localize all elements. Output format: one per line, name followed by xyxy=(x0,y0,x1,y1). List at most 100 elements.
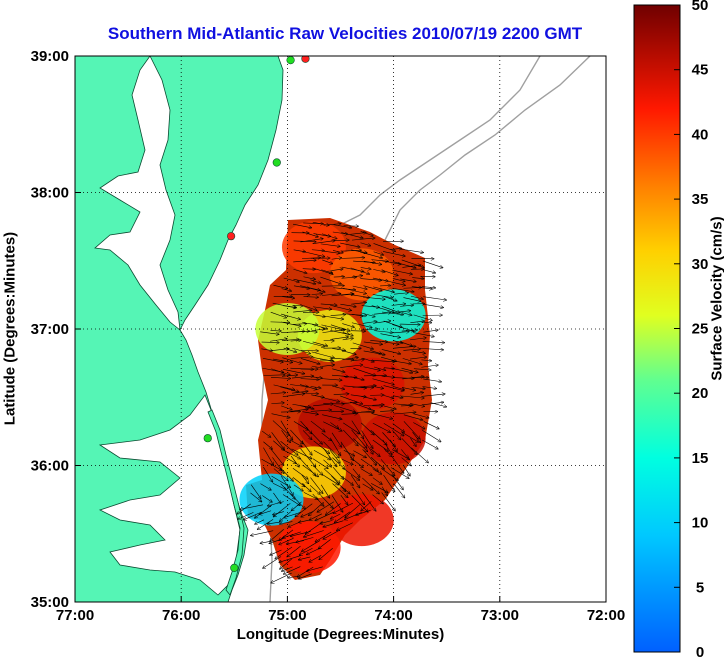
velocity-vector xyxy=(403,414,423,420)
velocity-vector xyxy=(303,340,324,347)
velocity-vector xyxy=(392,269,412,274)
velocity-vector xyxy=(309,554,322,562)
velocity-vector xyxy=(352,468,360,478)
x-tick-label: 72:00 xyxy=(587,607,625,624)
velocity-vector xyxy=(332,250,343,252)
velocity-vector xyxy=(271,377,290,378)
velocity-vector xyxy=(331,432,341,447)
velocity-vector xyxy=(330,411,344,412)
velocity-vector xyxy=(412,431,421,442)
velocity-vector xyxy=(322,259,332,264)
velocity-vector xyxy=(301,511,314,517)
velocity-vector xyxy=(351,429,367,448)
velocity-vector xyxy=(391,311,411,314)
velocity-vector xyxy=(270,529,284,541)
velocity-vector xyxy=(329,449,340,463)
velocity-vector xyxy=(400,248,423,253)
velocity-vector xyxy=(393,293,408,294)
velocity-vector xyxy=(362,296,385,299)
velocity-vector xyxy=(392,278,405,281)
velocity-vector xyxy=(303,276,315,280)
velocity-vector xyxy=(272,457,283,473)
velocity-vector xyxy=(350,457,363,467)
velocity-vector xyxy=(333,394,349,395)
velocity-vector xyxy=(280,441,298,455)
colorbar-tick-label: 45 xyxy=(692,62,709,79)
velocity-vector xyxy=(363,285,382,291)
velocity-vector xyxy=(363,260,382,264)
velocity-vector xyxy=(420,348,443,349)
velocity-vector xyxy=(351,313,363,316)
velocity-vector xyxy=(302,411,318,415)
velocity-vector xyxy=(272,482,286,490)
velocity-vector xyxy=(315,512,334,520)
velocity-vector xyxy=(307,547,321,555)
velocity-vector xyxy=(298,556,311,560)
y-tick-label: 36:00 xyxy=(31,458,69,475)
velocity-vector xyxy=(330,337,348,340)
velocity-vector xyxy=(372,321,391,324)
velocity-vector xyxy=(402,464,410,476)
velocity-region xyxy=(361,412,426,465)
velocity-vector xyxy=(341,277,356,278)
velocity-vector xyxy=(300,420,312,434)
velocity-vector xyxy=(268,501,284,506)
chart-title: Southern Mid-Atlantic Raw Velocities 201… xyxy=(107,24,583,43)
velocity-vector xyxy=(273,440,284,450)
velocity-vector xyxy=(272,420,289,436)
velocity-vector xyxy=(290,357,313,359)
velocity-vector xyxy=(320,484,329,498)
velocity-vector xyxy=(330,315,346,316)
velocity-vector xyxy=(332,457,345,470)
velocity-vector xyxy=(370,360,395,361)
velocity-vector xyxy=(412,278,424,279)
x-tick-label: 76:00 xyxy=(162,607,200,624)
velocity-vector xyxy=(351,302,366,304)
velocity-vector xyxy=(283,455,296,463)
velocity-vector xyxy=(341,294,354,295)
velocity-vector xyxy=(267,522,281,524)
velocity-vector xyxy=(261,349,272,351)
velocity-vector xyxy=(360,242,371,246)
velocity-vector xyxy=(335,511,351,523)
velocity-vector xyxy=(279,538,294,544)
velocity-vector xyxy=(360,422,374,435)
velocity-vector xyxy=(409,338,426,341)
velocity-vector xyxy=(392,386,404,389)
velocity-vector xyxy=(360,231,373,235)
velocity-vector xyxy=(344,511,363,520)
velocity-vector xyxy=(337,522,353,531)
velocity-vector xyxy=(351,322,372,328)
velocity-vector xyxy=(393,332,409,333)
velocity-vector xyxy=(302,331,317,332)
velocity-vector xyxy=(323,459,331,467)
velocity-vector xyxy=(403,297,420,302)
velocity-vector xyxy=(383,296,397,301)
velocity-vector xyxy=(360,458,378,471)
velocity-vector xyxy=(372,422,391,432)
velocity-vector xyxy=(283,306,296,308)
velocity-vector xyxy=(363,341,383,344)
station-marker xyxy=(286,56,295,65)
velocity-vector xyxy=(391,467,409,479)
velocity-vector xyxy=(281,313,300,319)
velocity-vector xyxy=(392,430,400,439)
velocity-vector xyxy=(271,413,290,418)
velocity-vector xyxy=(310,386,321,388)
velocity-vector xyxy=(281,375,298,376)
velocity-vector xyxy=(312,493,324,506)
velocity-vector xyxy=(360,312,375,317)
velocity-vector xyxy=(333,502,354,513)
velocity-vector xyxy=(331,240,349,241)
velocity-vector xyxy=(333,405,355,412)
velocity-vector xyxy=(331,375,348,376)
velocity-vector xyxy=(311,394,324,398)
velocity-vector xyxy=(302,322,318,325)
velocity-vector xyxy=(356,509,371,515)
velocity-vector xyxy=(302,269,316,270)
velocity-vector xyxy=(310,432,322,444)
velocity-vector xyxy=(311,351,335,358)
velocity-vector xyxy=(321,233,337,239)
velocity-vector xyxy=(342,323,354,328)
